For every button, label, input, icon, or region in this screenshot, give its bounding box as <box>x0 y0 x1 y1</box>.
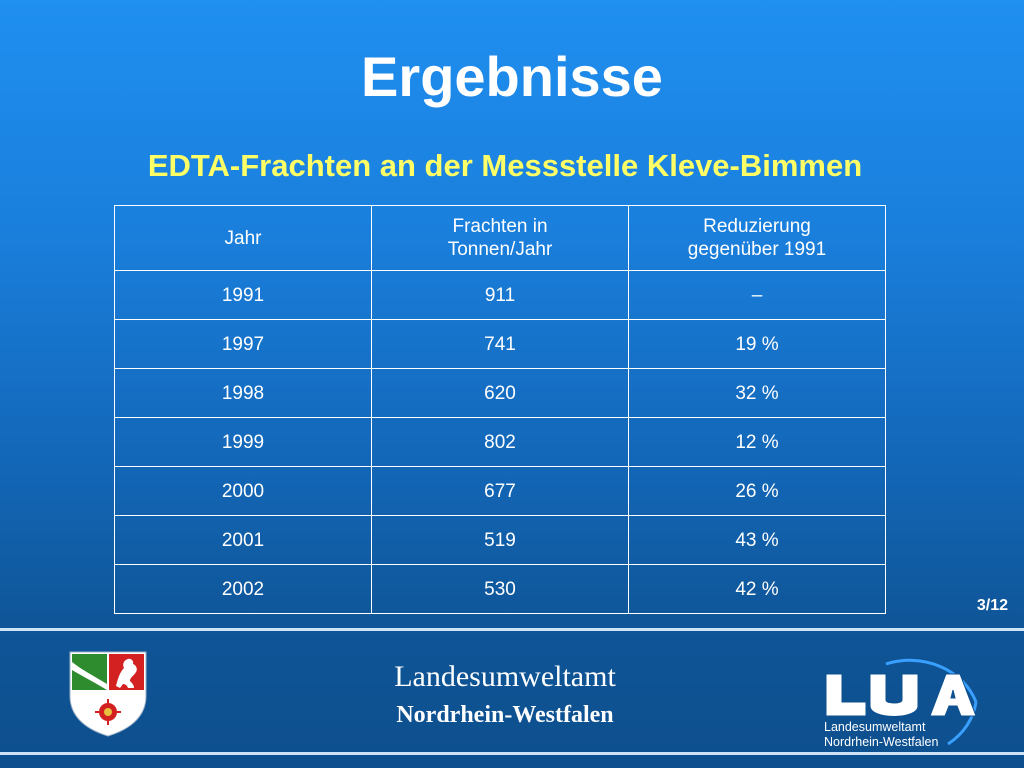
header-year-label: Jahr <box>224 227 262 249</box>
cell-reduction: 32 % <box>628 368 886 418</box>
cell-reduction: 43 % <box>628 515 886 565</box>
table-row: 1998 620 32 % <box>114 368 886 418</box>
cell-reduction: 12 % <box>628 417 886 467</box>
cell-reduction: 26 % <box>628 466 886 516</box>
cell-year: 1998 <box>114 368 372 418</box>
table-header-row: Jahr Frachten in Tonnen/Jahr Reduzierung… <box>114 205 886 271</box>
cell-load: 530 <box>371 564 629 614</box>
header-load-line2: Tonnen/Jahr <box>447 239 553 260</box>
cell-reduction: – <box>628 270 886 320</box>
cell-load: 519 <box>371 515 629 565</box>
header-reduction-line1: Reduzierung <box>703 216 811 237</box>
cell-year: 1999 <box>114 417 372 467</box>
cell-year: 1997 <box>114 319 372 369</box>
cell-load: 620 <box>371 368 629 418</box>
table-row: 2001 519 43 % <box>114 515 886 565</box>
slide-subtitle: EDTA-Frachten an der Messstelle Kleve-Bi… <box>147 148 863 183</box>
header-year: Jahr <box>114 205 372 271</box>
cell-year: 1991 <box>114 270 372 320</box>
slide-title: Ergebnisse <box>361 45 663 108</box>
lua-logo-icon <box>825 658 978 746</box>
cell-reduction: 19 % <box>628 319 886 369</box>
footer-divider-top <box>0 628 1024 631</box>
table-row: 2002 530 42 % <box>114 564 886 614</box>
cell-load: 741 <box>371 319 629 369</box>
results-table: Jahr Frachten in Tonnen/Jahr Reduzierung… <box>114 205 886 614</box>
nrw-coat-of-arms-icon <box>69 651 147 737</box>
header-reduction-line2: gegenüber 1991 <box>687 239 827 260</box>
cell-load: 802 <box>371 417 629 467</box>
header-reduction: Reduzierung gegenüber 1991 <box>628 205 886 271</box>
header-load-line1: Frachten in <box>452 216 548 237</box>
cell-reduction: 42 % <box>628 564 886 614</box>
cell-year: 2001 <box>114 515 372 565</box>
logo-text-line1: Landesumweltamt <box>824 720 926 734</box>
logo-text-line2: Nordrhein-Westfalen <box>824 735 939 749</box>
table-row: 2000 677 26 % <box>114 466 886 516</box>
page-number: 3/12 <box>976 597 1008 614</box>
cell-load: 677 <box>371 466 629 516</box>
table-row: 1991 911 – <box>114 270 886 320</box>
table-row: 1997 741 19 % <box>114 319 886 369</box>
agency-region: Nordrhein-Westfalen <box>396 702 614 728</box>
cell-load: 911 <box>371 270 629 320</box>
cell-year: 2000 <box>114 466 372 516</box>
table-row: 1999 802 12 % <box>114 417 886 467</box>
header-load: Frachten in Tonnen/Jahr <box>371 205 629 271</box>
agency-name: Landesumweltamt <box>394 660 616 693</box>
footer-divider-bottom <box>0 752 1024 755</box>
cell-year: 2002 <box>114 564 372 614</box>
